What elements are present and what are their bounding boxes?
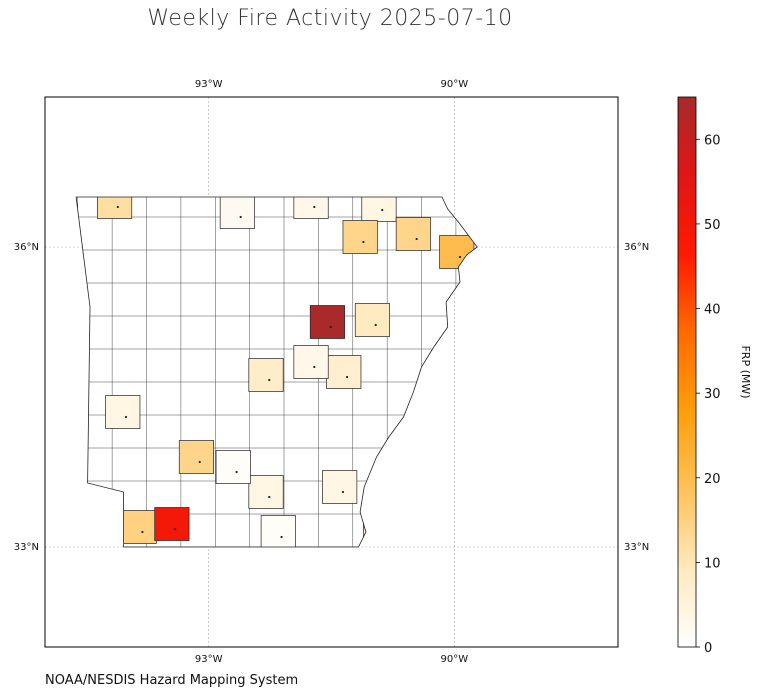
region-county-2 — [293, 197, 329, 219]
fire-point-12 — [124, 415, 128, 419]
lat-tick-right: 33°N — [624, 542, 649, 553]
fire-point-14 — [268, 495, 271, 499]
region-county-1 — [219, 197, 255, 229]
lon-tick-top: 90°W — [440, 79, 468, 90]
region-county-9 — [326, 355, 362, 389]
fire-point-4 — [362, 240, 365, 244]
fire-point-9 — [345, 375, 349, 379]
region-county-8 — [354, 303, 390, 337]
colorbar: 0 10 20 30 40 50 60 FRP (MW) — [677, 96, 752, 656]
colorbar-tick-label: 20 — [704, 472, 721, 487]
fire-point-0 — [116, 205, 119, 209]
region-county-10 — [293, 345, 329, 379]
region-county-18 — [154, 507, 190, 541]
region-county-6 — [439, 235, 475, 269]
colorbar-tick-label: 50 — [704, 218, 721, 233]
fire-point-20 — [235, 470, 238, 474]
fire-point-3 — [381, 208, 384, 212]
region-county-0 — [97, 197, 133, 219]
map-frame — [44, 96, 619, 648]
region-county-15 — [322, 470, 358, 504]
fire-point-13 — [198, 460, 201, 464]
fire-point-10 — [313, 365, 316, 369]
state-border — [75, 196, 478, 548]
fire-point-17 — [141, 530, 144, 534]
colorbar-bar — [677, 96, 697, 648]
fire-point-16 — [382, 535, 385, 539]
fire-point-6 — [458, 255, 462, 259]
lat-tick-left: 33°N — [14, 542, 39, 553]
colorbar-tick-label: 0 — [704, 641, 712, 656]
lon-tick-bottom: 93°W — [195, 654, 223, 665]
region-county-11 — [248, 358, 284, 392]
region-county-7 — [309, 305, 345, 339]
lat-tick-right: 36°N — [624, 242, 649, 253]
fire-point-19 — [280, 535, 283, 539]
fire-point-8 — [374, 323, 377, 327]
colorbar-label: FRP (MW) — [739, 345, 752, 398]
region-county-4 — [342, 220, 378, 254]
colorbar-tick-label: 10 — [704, 556, 721, 571]
state-outline — [75, 196, 478, 548]
region-county-14 — [248, 475, 284, 509]
region-county-13 — [178, 440, 214, 474]
fire-point-18 — [174, 527, 177, 531]
region-county-3 — [361, 197, 397, 222]
lon-tick-top: 93°W — [195, 79, 223, 90]
fire-point-7 — [329, 325, 332, 329]
region-county-5 — [395, 217, 431, 251]
map-title: Weekly Fire Activity 2025-07-10 — [147, 6, 513, 31]
colorbar-tick-label: 60 — [704, 133, 721, 148]
lat-tick-left: 36°N — [14, 242, 39, 253]
gridlines — [45, 97, 618, 647]
region-county-20 — [215, 450, 251, 484]
region-county-12 — [105, 395, 141, 429]
fire-point-1 — [239, 215, 242, 219]
colorbar-tick-label: 30 — [704, 387, 721, 402]
lon-tick-bottom: 90°W — [440, 654, 468, 665]
fire-point-2 — [313, 205, 316, 209]
region-county-19 — [260, 515, 296, 547]
region-county-16 — [363, 515, 399, 547]
colorbar-tick-label: 40 — [704, 303, 721, 318]
fire-point-11 — [268, 378, 271, 382]
fire-point-15 — [341, 490, 345, 494]
fire-point-5 — [415, 237, 418, 241]
axis-ticks: 93°W 93°W 90°W 90°W 36°N 36°N 33°N 33°N — [14, 79, 649, 665]
region-county-17 — [121, 510, 157, 544]
data-credit: NOAA/NESDIS Hazard Mapping System — [45, 673, 299, 688]
